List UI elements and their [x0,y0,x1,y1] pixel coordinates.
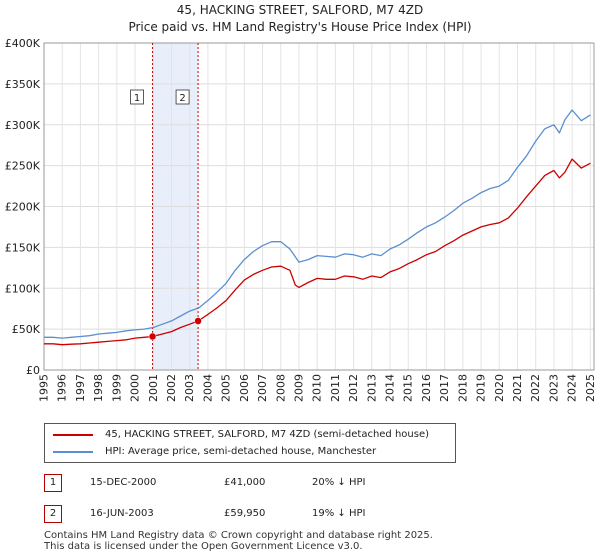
y-tick-label: £400K [5,37,41,50]
x-tick-label: 2017 [438,374,451,402]
x-tick-label: 1996 [56,374,69,402]
chart-legend: 45, HACKING STREET, SALFORD, M7 4ZD (sem… [44,423,456,463]
x-tick-label: 2021 [511,374,524,402]
x-tick-label: 2014 [384,374,397,402]
x-tick-label: 2016 [420,374,433,402]
series-line-hpi [44,109,591,339]
sale-hpi-diff: 19% ↓ HPI [312,508,366,519]
sale-point [194,317,202,325]
x-tick-label: 2004 [201,374,214,402]
y-tick-label: £350K [5,78,41,91]
x-tick-label: 2001 [147,374,160,402]
sale-badge: 2 [44,505,62,523]
x-tick-label: 2000 [129,374,142,402]
legend-swatch-hpi [53,451,93,453]
legend-swatch-property [53,434,93,436]
x-tick-label: 2002 [165,374,178,402]
x-tick-label: 2015 [402,374,415,402]
x-tick-label: 2009 [292,374,305,402]
sale-point [148,332,157,341]
x-tick-label: 2010 [311,374,324,402]
series-line-property [44,158,591,346]
x-tick-label: 2011 [329,374,342,402]
chart-subtitle: Price paid vs. HM Land Registry's House … [128,20,471,34]
price-chart: 45, HACKING STREET, SALFORD, M7 4ZD Pric… [5,3,597,402]
sale-label-box [130,89,144,105]
sale-price: £59,950 [224,508,266,519]
x-tick-label: 2018 [456,374,469,402]
legend-label-hpi: HPI: Average price, semi-detached house,… [105,446,377,457]
license-line: This data is licensed under the Open Gov… [44,541,363,552]
attribution-footer: Contains HM Land Registry data © Crown c… [44,530,433,552]
sale-date: 15-DEC-2000 [90,477,157,488]
y-tick-label: £300K [5,119,41,132]
x-tick-label: 2006 [238,374,251,402]
y-tick-label: £100K [5,282,41,295]
x-tick-label: 2007 [256,374,269,402]
x-tick-label: 2022 [529,374,542,402]
x-tick-label: 1995 [38,374,51,402]
y-tick-label: £0 [26,364,40,377]
sale-label: 1 [134,93,140,104]
y-tick-label: £200K [5,201,41,214]
sale-badge: 1 [44,474,62,492]
x-tick-label: 2005 [220,374,233,402]
legend-label-property: 45, HACKING STREET, SALFORD, M7 4ZD (sem… [105,429,430,440]
x-tick-label: 2003 [183,374,196,402]
sale-date: 16-JUN-2003 [90,508,154,519]
plot-frame [43,42,595,371]
x-tick-label: 2019 [475,374,488,402]
x-tick-label: 2020 [493,374,506,402]
x-tick-label: 1999 [110,374,123,402]
chart-title: 45, HACKING STREET, SALFORD, M7 4ZD [177,3,423,17]
x-tick-label: 2025 [584,374,597,402]
x-tick-label: 2008 [274,374,287,402]
x-tick-label: 1997 [74,374,87,402]
y-tick-label: £250K [5,160,41,173]
x-tick-label: 2023 [547,374,560,402]
x-tick-label: 2012 [347,374,360,402]
x-tick-label: 2013 [365,374,378,402]
sale-label-box [175,89,190,105]
y-tick-label: £50K [12,323,41,336]
x-tick-label: 2024 [566,374,579,402]
x-tick-label: 1998 [92,374,105,402]
sale-price: £41,000 [224,477,266,488]
attribution-line: Contains HM Land Registry data © Crown c… [44,530,433,541]
sale-label: 2 [179,93,185,104]
sale-hpi-diff: 20% ↓ HPI [312,477,366,488]
y-tick-label: £150K [5,241,41,254]
